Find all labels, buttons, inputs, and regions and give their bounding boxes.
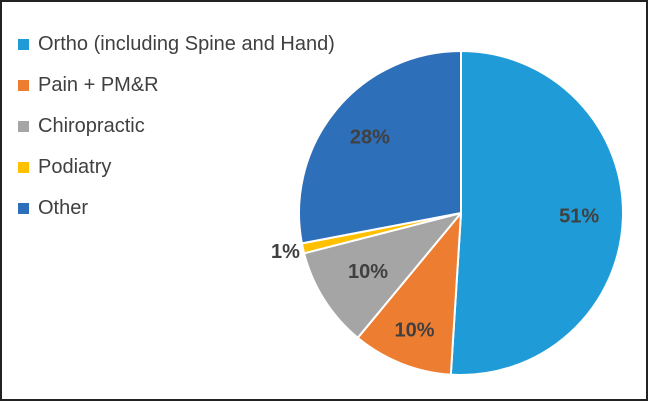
legend-label-other: Other xyxy=(38,197,89,219)
data-label-pain: 10% xyxy=(394,319,434,341)
legend-swatch-chiropractic xyxy=(18,121,29,132)
legend-item-ortho: Ortho (including Spine and Hand) xyxy=(18,24,335,65)
legend-label-podiatry: Podiatry xyxy=(38,156,112,178)
pie-slice-ortho xyxy=(449,50,625,376)
data-label-podiatry: 1% xyxy=(271,241,300,263)
legend-swatch-pain xyxy=(18,80,29,91)
data-label-ortho: 51% xyxy=(559,206,599,228)
legend-item-chiropractic: Chiropractic xyxy=(18,106,335,147)
legend-swatch-ortho xyxy=(18,39,29,50)
legend-item-podiatry: Podiatry xyxy=(18,147,335,188)
legend-label-ortho: Ortho (including Spine and Hand) xyxy=(38,33,335,55)
legend-label-pain: Pain + PM&R xyxy=(38,74,159,96)
legend-swatch-podiatry xyxy=(18,162,29,173)
legend-label-chiropractic: Chiropractic xyxy=(38,115,145,137)
pie-slice-other xyxy=(298,50,462,245)
data-label-chiropractic: 10% xyxy=(348,261,388,283)
legend-swatch-other xyxy=(18,203,29,214)
legend-item-other: Other xyxy=(18,188,335,229)
legend-item-pain: Pain + PM&R xyxy=(18,65,335,106)
chart-legend: Ortho (including Spine and Hand) Pain + … xyxy=(18,24,335,229)
data-label-other: 28% xyxy=(350,127,390,149)
pie-slice-pain xyxy=(356,212,462,376)
